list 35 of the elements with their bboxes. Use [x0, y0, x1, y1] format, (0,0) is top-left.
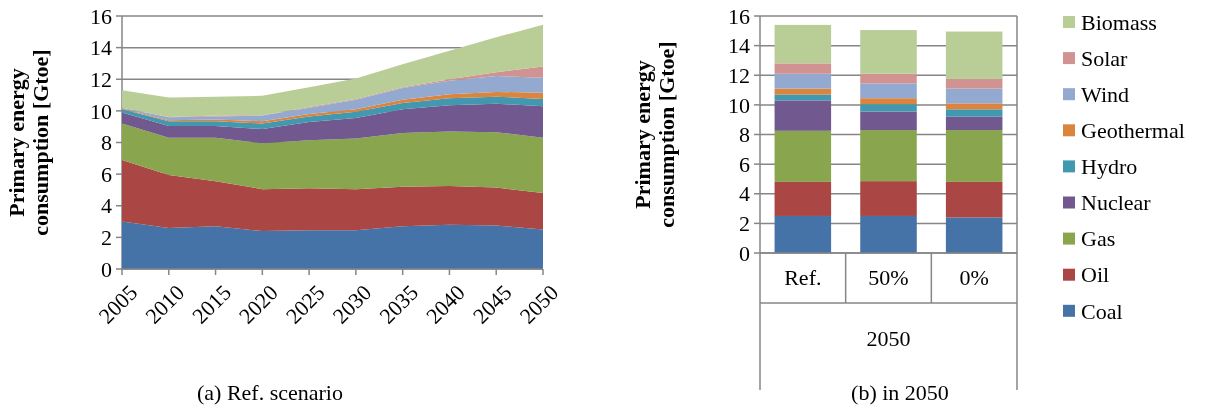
legend-label: Geothermal: [1081, 118, 1185, 143]
y-tick-label: 2: [739, 211, 750, 237]
text: (a) Ref. scenario: [197, 380, 343, 405]
legend-label: Oil: [1081, 262, 1110, 288]
y-tick-label: 0: [739, 240, 750, 266]
y-tick-label: 12: [90, 66, 112, 92]
y-axis-title: Primary energy consumption [Gtoe]: [630, 41, 679, 228]
legend-label: Biomass: [1081, 9, 1157, 35]
y-tick-label: 14: [728, 33, 750, 59]
y-tick-label: 12: [728, 62, 750, 88]
y-tick-label: 16: [90, 3, 112, 29]
y-tick-label: 14: [90, 35, 112, 61]
y-tick-label: 6: [101, 161, 112, 187]
y-tick-label: 10: [90, 98, 112, 124]
x-tick-label: 50%: [868, 265, 909, 290]
y-tick-label: 10: [728, 92, 750, 118]
y-tick-label: 8: [101, 130, 112, 156]
legend-label: Nuclear: [1081, 190, 1152, 216]
y-tick-label: 0: [101, 256, 112, 282]
y-tick-label: 8: [739, 122, 750, 148]
text: (b) in 2050: [851, 380, 949, 405]
legend-label: Coal: [1081, 298, 1123, 324]
y-tick-label: 6: [739, 151, 750, 177]
legend-label: Gas: [1081, 226, 1116, 252]
y-tick-label: 16: [728, 3, 750, 29]
legend-label: Wind: [1081, 81, 1129, 107]
legend-label: Solar: [1081, 45, 1129, 71]
y-tick-label: 4: [739, 181, 750, 207]
y-axis-title: Primary energy consumption [Gtoe]: [4, 49, 53, 236]
x-tick-label: Ref.: [784, 265, 822, 290]
x-axis-title: 2050: [866, 326, 911, 351]
x-tick-label: 0%: [959, 265, 989, 290]
legend-label: Hydro: [1081, 154, 1138, 180]
y-tick-label: 4: [101, 193, 112, 219]
y-tick-label: 2: [101, 225, 112, 251]
